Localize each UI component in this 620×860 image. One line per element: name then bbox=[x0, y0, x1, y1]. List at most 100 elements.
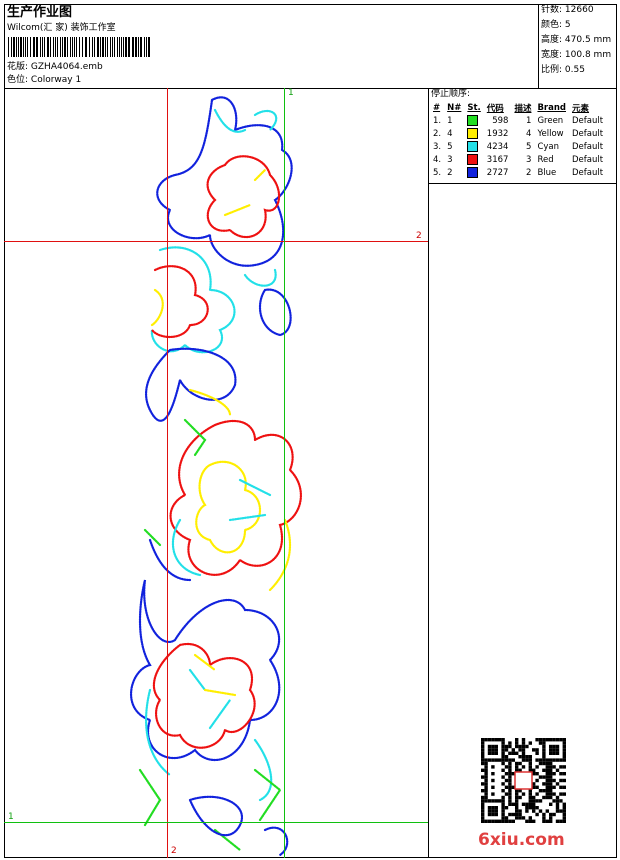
cell: Default bbox=[572, 115, 604, 126]
bar-stripe bbox=[60, 37, 61, 57]
qr-cell bbox=[491, 792, 495, 796]
qr-cell bbox=[518, 761, 522, 766]
qr-cell bbox=[491, 809, 495, 813]
qr-cell bbox=[562, 765, 566, 769]
bar-stripe bbox=[74, 37, 75, 57]
qr-cell bbox=[542, 795, 546, 800]
qr-cell bbox=[525, 809, 529, 813]
bar-stripe bbox=[42, 37, 43, 57]
qr-cell bbox=[508, 812, 512, 817]
bar-stripe bbox=[25, 37, 26, 57]
qr-cell bbox=[521, 792, 526, 796]
qr-cell bbox=[487, 819, 492, 823]
qr-cell bbox=[562, 809, 566, 813]
qr-cell bbox=[481, 795, 485, 800]
qr-cell bbox=[501, 768, 505, 772]
qr-cell bbox=[532, 772, 536, 776]
qr-cell bbox=[491, 785, 495, 789]
qr-cell bbox=[515, 795, 519, 800]
bar-stripe bbox=[55, 37, 56, 57]
cell bbox=[606, 127, 612, 140]
qr-cell bbox=[562, 812, 566, 817]
qr-cell bbox=[481, 816, 485, 820]
qr-cell bbox=[532, 785, 536, 789]
qr-cell bbox=[535, 751, 539, 755]
cell: 5 bbox=[526, 141, 532, 152]
qr-cell bbox=[491, 744, 495, 749]
qr-cell bbox=[562, 772, 566, 776]
bar-stripe bbox=[20, 37, 22, 57]
qr-cell bbox=[532, 799, 536, 803]
qr-cell bbox=[484, 758, 488, 762]
qr-cell bbox=[559, 809, 563, 813]
qr-cell bbox=[552, 812, 556, 817]
qr-cell bbox=[484, 768, 488, 772]
qr-cell bbox=[508, 768, 512, 772]
stop-row: 5. 2 2727 2 Blue Default bbox=[430, 166, 612, 179]
bar-stripe bbox=[47, 37, 49, 57]
qr-cell bbox=[484, 799, 488, 803]
qr-cell bbox=[518, 755, 522, 759]
qr-cell bbox=[515, 768, 519, 772]
qr-cell bbox=[487, 758, 492, 762]
qr-cell bbox=[555, 809, 560, 813]
qr-cell bbox=[549, 789, 553, 793]
qr-cell bbox=[504, 772, 509, 776]
info-label: 宽度: bbox=[541, 50, 563, 60]
bar-stripe bbox=[123, 37, 124, 57]
qr-cell bbox=[508, 758, 512, 762]
qr-cell bbox=[525, 758, 529, 762]
qr-cell bbox=[481, 758, 485, 762]
qr-cell bbox=[508, 765, 512, 769]
cell: 3. bbox=[433, 141, 442, 152]
guide-label: 2 bbox=[416, 231, 422, 241]
qr-cell bbox=[549, 775, 553, 779]
qr-cell bbox=[555, 751, 560, 755]
cell bbox=[464, 140, 483, 153]
bar-stripe bbox=[146, 37, 147, 57]
qr-cell bbox=[535, 738, 539, 742]
qr-cell bbox=[528, 741, 532, 745]
info-row: 宽度: 100.8 mm bbox=[541, 50, 611, 61]
qr-cell bbox=[559, 819, 563, 823]
colorway-label: 色位: bbox=[7, 75, 29, 85]
qr-cell bbox=[562, 802, 566, 806]
qr-cell bbox=[504, 758, 509, 762]
qr-cell bbox=[528, 792, 532, 796]
qr-cell bbox=[552, 758, 556, 762]
swatch bbox=[467, 141, 479, 152]
qr-cell bbox=[562, 816, 566, 820]
qr-cell bbox=[498, 758, 502, 762]
stop-row: 2. 4 1932 4 Yellow Default bbox=[430, 127, 612, 140]
qr-cell bbox=[518, 748, 522, 752]
qr-cell bbox=[549, 751, 553, 755]
bar-stripe bbox=[148, 37, 150, 57]
qr-cell bbox=[549, 778, 553, 783]
qr-cell bbox=[501, 744, 505, 749]
info-label: 颜色: bbox=[541, 20, 563, 30]
qr-cell bbox=[498, 819, 502, 823]
qr-cell bbox=[504, 806, 509, 810]
qr-cell bbox=[494, 819, 498, 823]
qr-cell bbox=[549, 816, 553, 820]
qr-cell bbox=[521, 738, 526, 742]
bar-stripe bbox=[100, 37, 101, 57]
qr-cell bbox=[484, 778, 488, 783]
qr-cell bbox=[562, 738, 566, 742]
qr-cell bbox=[549, 802, 553, 806]
qr-cell bbox=[552, 738, 556, 742]
qr-cell bbox=[484, 761, 488, 766]
design-value: GZHA4064.emb bbox=[30, 62, 103, 72]
qr-cell bbox=[515, 812, 519, 817]
qr-cell bbox=[487, 744, 492, 749]
qr-cell bbox=[501, 758, 505, 762]
qr-cell bbox=[521, 755, 526, 759]
qr-cell bbox=[545, 775, 549, 779]
column-header: 元素 bbox=[572, 103, 590, 114]
bar-stripe bbox=[94, 37, 95, 57]
qr-cell bbox=[508, 778, 512, 783]
bar-stripe bbox=[23, 37, 24, 57]
info-value: 5 bbox=[564, 20, 571, 30]
qr-cell bbox=[518, 768, 522, 772]
cell: Blue bbox=[537, 167, 557, 178]
